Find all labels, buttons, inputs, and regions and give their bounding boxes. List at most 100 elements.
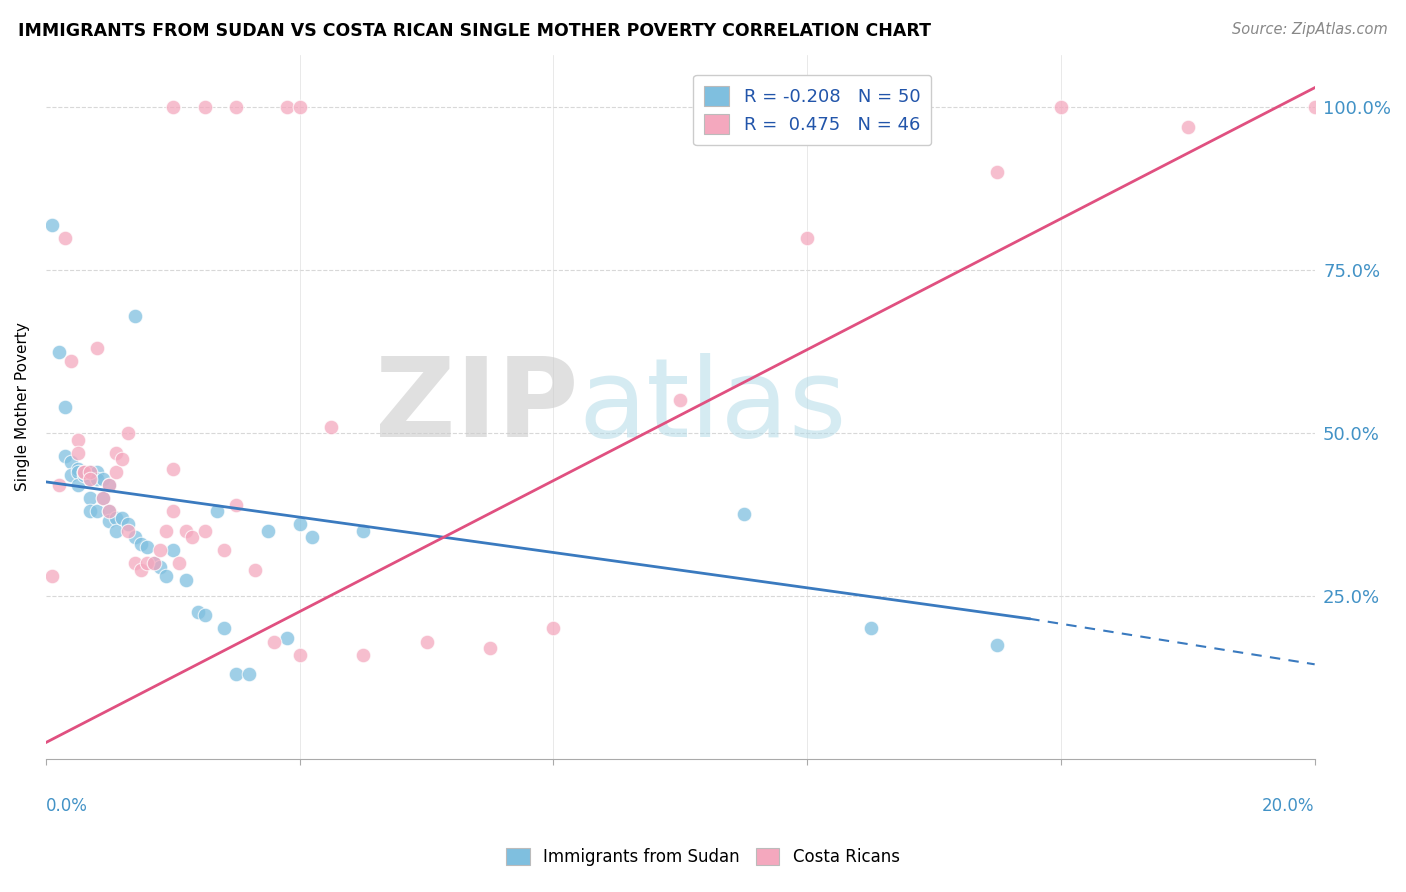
Point bbox=[142, 557, 165, 571]
Point bbox=[73, 465, 96, 479]
Point bbox=[91, 491, 114, 505]
Point bbox=[48, 344, 70, 359]
Point bbox=[149, 559, 172, 574]
Point bbox=[66, 462, 89, 476]
Point bbox=[41, 218, 63, 232]
Point bbox=[263, 634, 285, 648]
Point bbox=[193, 608, 215, 623]
Point bbox=[104, 445, 127, 459]
Point bbox=[288, 648, 311, 662]
Point bbox=[86, 341, 108, 355]
Point bbox=[98, 504, 121, 518]
Point bbox=[352, 648, 374, 662]
Point bbox=[91, 491, 114, 505]
Point bbox=[86, 504, 108, 518]
Point bbox=[98, 504, 121, 518]
Point bbox=[66, 445, 89, 459]
Point bbox=[104, 524, 127, 538]
Text: Source: ZipAtlas.com: Source: ZipAtlas.com bbox=[1232, 22, 1388, 37]
Point bbox=[53, 400, 76, 414]
Point bbox=[142, 557, 165, 571]
Point bbox=[86, 465, 108, 479]
Point bbox=[111, 452, 134, 467]
Point bbox=[257, 524, 280, 538]
Point bbox=[288, 517, 311, 532]
Point bbox=[73, 465, 96, 479]
Point bbox=[891, 100, 914, 114]
Point bbox=[245, 563, 267, 577]
Point bbox=[98, 514, 121, 528]
Point bbox=[136, 540, 159, 554]
Point bbox=[212, 622, 235, 636]
Point bbox=[129, 537, 152, 551]
Point bbox=[796, 230, 818, 244]
Text: 20.0%: 20.0% bbox=[1263, 797, 1315, 815]
Text: ZIP: ZIP bbox=[375, 353, 579, 460]
Point bbox=[321, 419, 343, 434]
Point bbox=[167, 557, 190, 571]
Point bbox=[79, 504, 101, 518]
Point bbox=[479, 640, 502, 655]
Point bbox=[162, 462, 184, 476]
Point bbox=[48, 478, 70, 492]
Point bbox=[111, 510, 134, 524]
Point bbox=[136, 557, 159, 571]
Point bbox=[859, 622, 882, 636]
Point bbox=[79, 491, 101, 505]
Point bbox=[162, 100, 184, 114]
Point bbox=[174, 573, 197, 587]
Point bbox=[193, 100, 215, 114]
Point bbox=[91, 472, 114, 486]
Point bbox=[276, 100, 298, 114]
Y-axis label: Single Mother Poverty: Single Mother Poverty bbox=[15, 323, 30, 491]
Point bbox=[543, 622, 565, 636]
Point bbox=[73, 465, 96, 479]
Point bbox=[104, 465, 127, 479]
Point bbox=[41, 569, 63, 583]
Point bbox=[79, 465, 101, 479]
Point bbox=[149, 543, 172, 558]
Point bbox=[162, 543, 184, 558]
Point bbox=[117, 524, 139, 538]
Point bbox=[124, 557, 146, 571]
Point bbox=[53, 449, 76, 463]
Point bbox=[193, 524, 215, 538]
Point bbox=[79, 472, 101, 486]
Point bbox=[104, 510, 127, 524]
Point bbox=[415, 634, 437, 648]
Point bbox=[79, 465, 101, 479]
Point bbox=[66, 465, 89, 479]
Point bbox=[60, 455, 83, 469]
Point bbox=[225, 100, 247, 114]
Point bbox=[352, 524, 374, 538]
Point bbox=[225, 498, 247, 512]
Legend: R = -0.208   N = 50, R =  0.475   N = 46: R = -0.208 N = 50, R = 0.475 N = 46 bbox=[693, 75, 931, 145]
Point bbox=[79, 472, 101, 486]
Point bbox=[1177, 120, 1199, 134]
Point bbox=[986, 638, 1008, 652]
Point bbox=[73, 468, 96, 483]
Point bbox=[288, 100, 311, 114]
Text: atlas: atlas bbox=[579, 353, 848, 460]
Point bbox=[212, 543, 235, 558]
Point bbox=[1303, 100, 1326, 114]
Point bbox=[98, 478, 121, 492]
Point bbox=[86, 472, 108, 486]
Point bbox=[66, 478, 89, 492]
Point bbox=[117, 517, 139, 532]
Point bbox=[276, 632, 298, 646]
Point bbox=[155, 569, 177, 583]
Point bbox=[207, 504, 229, 518]
Point bbox=[124, 530, 146, 544]
Point bbox=[238, 667, 260, 681]
Point bbox=[155, 524, 177, 538]
Point bbox=[129, 563, 152, 577]
Point bbox=[1050, 100, 1073, 114]
Point bbox=[669, 393, 692, 408]
Point bbox=[98, 478, 121, 492]
Point bbox=[66, 433, 89, 447]
Point bbox=[187, 605, 209, 619]
Point bbox=[986, 165, 1008, 179]
Point bbox=[162, 504, 184, 518]
Point bbox=[60, 468, 83, 483]
